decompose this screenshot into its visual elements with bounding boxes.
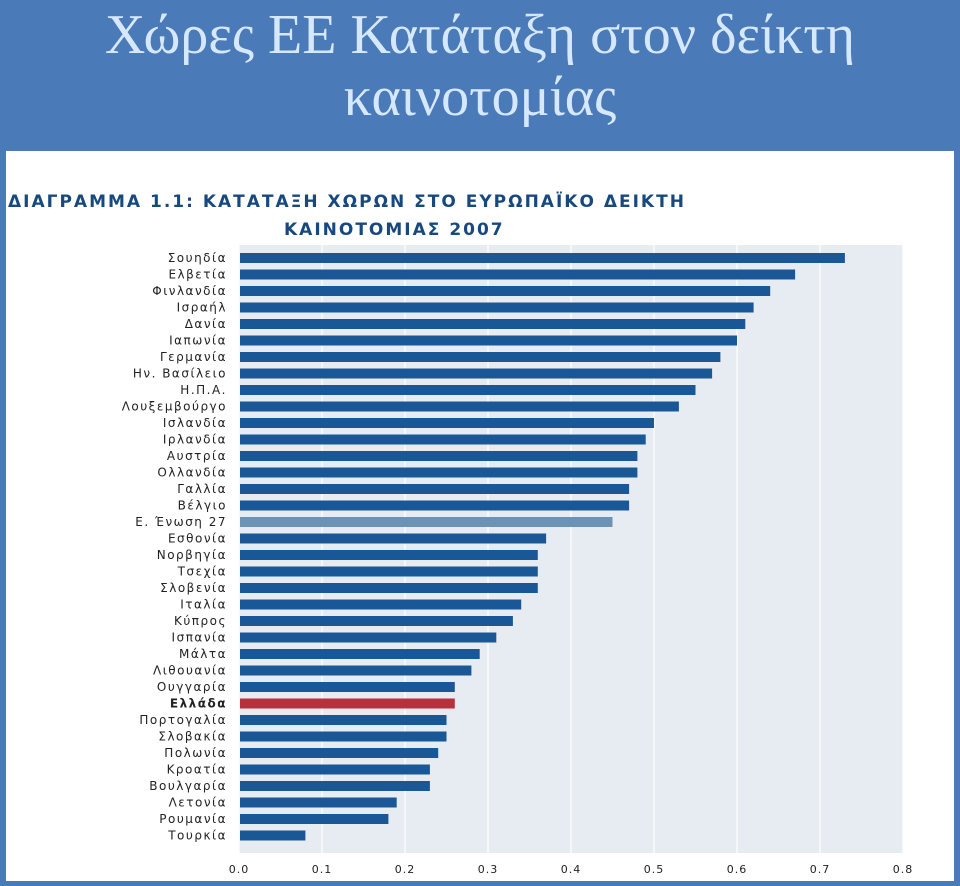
bar (240, 467, 638, 478)
bar (240, 286, 771, 296)
bar (240, 500, 630, 511)
bar (240, 401, 679, 412)
slide-title: Χώρες ΕΕ Κατάταξη στον δείκτη καινοτομία… (0, 0, 960, 154)
bar (240, 517, 613, 527)
bar (240, 682, 455, 692)
category-label: Λουξεμβούργο (122, 400, 227, 414)
slide-title-line-2: καινοτομίας (343, 66, 617, 128)
bar (240, 797, 397, 808)
category-label: Ισραήλ (177, 301, 227, 315)
bar (240, 335, 737, 346)
bar (240, 533, 547, 544)
category-label: Ισλανδία (163, 416, 227, 430)
category-label: Ελβετία (168, 268, 227, 282)
bar (240, 731, 447, 742)
category-label: Λιθουανία (153, 664, 227, 678)
category-label: Δανία (185, 317, 227, 331)
bar (240, 451, 638, 461)
category-label: Βέλγιο (178, 499, 227, 513)
category-label: Κροατία (167, 763, 227, 777)
x-tick-label: 0.4 (561, 863, 582, 876)
category-label: Φινλανδία (152, 284, 227, 298)
bar (240, 830, 306, 841)
bar (240, 484, 630, 494)
category-label: Ουγγαρία (157, 680, 227, 694)
x-tick-label: 0.5 (644, 863, 665, 876)
bar (240, 269, 796, 280)
x-tick-label: 0.7 (810, 863, 831, 876)
category-label: Πολωνία (164, 746, 227, 760)
bar (240, 781, 430, 791)
x-tick-label: 0.8 (893, 863, 914, 876)
bar (240, 302, 754, 313)
category-label: Ρουμανία (159, 812, 227, 826)
category-label: Ε. Ένωση 27 (135, 515, 227, 529)
bar (240, 599, 522, 610)
x-tick-label: 0.1 (312, 863, 333, 876)
category-label: Σλοβακία (158, 730, 227, 744)
category-label: Τσεχία (177, 565, 227, 579)
category-label: Ελλάδα (170, 697, 227, 711)
category-label: Σουηδία (168, 251, 227, 265)
bar (240, 385, 696, 395)
bar-layer (240, 253, 845, 841)
category-label-layer: Σουηδία Ελβετία Φινλανδία Ισραήλ Δανία Ιαπωνί… (122, 251, 227, 843)
bar (240, 649, 480, 659)
category-label: Ισπανία (172, 631, 227, 645)
bar (240, 748, 439, 758)
x-tick-label: 0.0 (229, 863, 250, 876)
category-label: Τουρκία (167, 829, 227, 843)
category-label: Η.Π.Α. (180, 383, 227, 397)
category-label: Γερμανία (160, 350, 227, 364)
bar (240, 616, 513, 626)
x-tick-label: 0.3 (478, 863, 499, 876)
category-label: Γαλλία (177, 482, 227, 496)
category-label: Νορβηγία (157, 548, 227, 562)
bar (240, 566, 538, 577)
bar (240, 368, 713, 379)
bar (240, 352, 721, 362)
category-label: Βουλγαρία (149, 779, 227, 793)
bar (240, 665, 472, 676)
category-label: Πορτογαλία (139, 713, 227, 727)
bar (240, 715, 447, 725)
category-label: Ην. Βασίλειο (133, 367, 227, 381)
category-label: Ολλανδία (157, 466, 227, 480)
category-label: Σλοβενία (160, 581, 227, 595)
bar (240, 764, 430, 775)
category-label: Εσθονία (168, 532, 227, 546)
bar (240, 583, 538, 593)
category-label: Ιταλία (180, 598, 227, 612)
bar (240, 550, 538, 560)
bar (240, 632, 497, 643)
bar (240, 814, 389, 824)
category-label: Κύπρος (174, 614, 227, 628)
x-tick-label: 0.6 (727, 863, 748, 876)
category-label: Λετονία (169, 796, 227, 810)
bar (240, 253, 845, 263)
chart-title-line-2: ΚΑΙΝΟΤΟΜΙΑΣ 2007 (284, 220, 505, 240)
slide-title-line-1: Χώρες ΕΕ Κατάταξη στον δείκτη (104, 4, 856, 66)
chart-title-line-1: ΔΙΑΓΡΑΜΜΑ 1.1: ΚΑΤΑΤΑΞΗ ΧΩΡΩΝ ΣΤΟ ΕΥΡΩΠΑ… (8, 190, 686, 212)
bar (240, 434, 646, 445)
category-label: Αυστρία (167, 449, 227, 463)
category-label: Ιαπωνία (169, 334, 227, 348)
chart-frame: ΔΙΑΓΡΑΜΜΑ 1.1: ΚΑΤΑΤΑΞΗ ΧΩΡΩΝ ΣΤΟ ΕΥΡΩΠΑ… (6, 151, 954, 881)
category-label: Μάλτα (179, 647, 227, 661)
category-label: Ιρλανδία (163, 433, 227, 447)
innovation-index-chart: ΔΙΑΓΡΑΜΜΑ 1.1: ΚΑΤΑΤΑΞΗ ΧΩΡΩΝ ΣΤΟ ΕΥΡΩΠΑ… (8, 190, 914, 876)
x-axis-tick-layer: 0.0 0.1 0.2 0.3 0.4 0.5 0.6 0.7 0.8 (229, 863, 914, 876)
bar (240, 418, 654, 428)
bar (240, 698, 455, 709)
x-tick-label: 0.2 (395, 863, 416, 876)
bar (240, 319, 746, 329)
